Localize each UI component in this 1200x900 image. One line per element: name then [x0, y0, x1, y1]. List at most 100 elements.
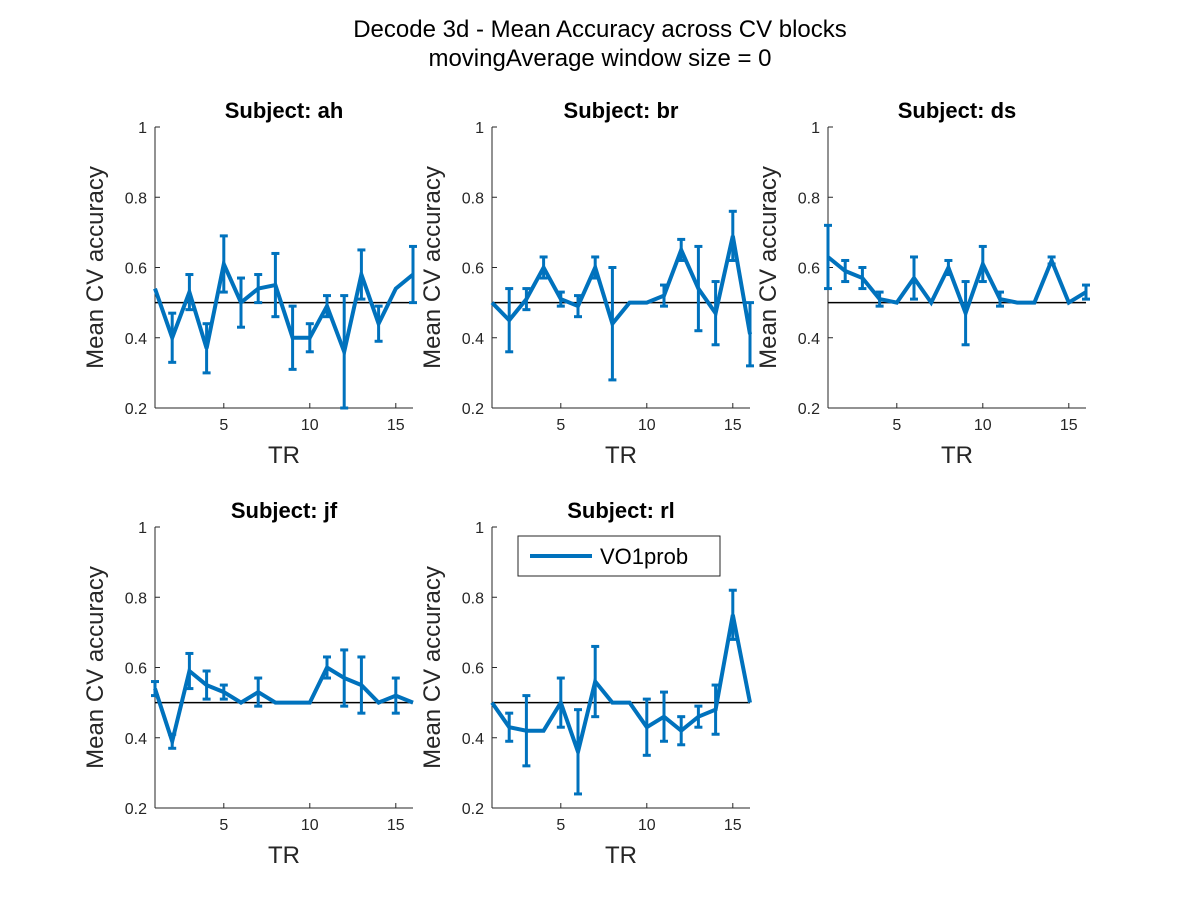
- x-tick-label: 10: [638, 417, 656, 434]
- error-bar: [168, 311, 177, 364]
- y-tick-label: 1: [475, 520, 484, 537]
- series-0: [490, 209, 754, 382]
- x-axis-label: TR: [605, 842, 637, 869]
- x-axis-label: TR: [268, 842, 300, 869]
- x-tick-label: 5: [219, 417, 228, 434]
- y-tick-label: 0.6: [462, 661, 484, 678]
- x-tick-label: 10: [301, 417, 319, 434]
- error-bar: [711, 683, 720, 736]
- x-tick-label: 10: [301, 817, 319, 834]
- error-bar: [374, 304, 383, 343]
- x-tick-label: 10: [974, 417, 992, 434]
- error-bar: [961, 280, 970, 347]
- error-bar: [185, 273, 194, 312]
- error-bar: [202, 322, 211, 375]
- series-line: [490, 235, 752, 335]
- error-bar: [608, 266, 617, 382]
- error-bar: [151, 680, 159, 698]
- x-tick-label: 5: [219, 817, 228, 834]
- y-tick-label: 0.4: [462, 331, 484, 348]
- y-tick-label: 0.4: [798, 331, 820, 348]
- y-tick-label: 0.8: [462, 190, 484, 207]
- error-bar: [505, 287, 514, 354]
- error-bar: [357, 248, 366, 301]
- y-tick-label: 0.8: [798, 190, 820, 207]
- x-tick-label: 5: [556, 817, 565, 834]
- figure-title-line1: Decode 3d - Mean Accuracy across CV bloc…: [353, 16, 847, 43]
- error-bar: [219, 234, 228, 294]
- error-bar: [875, 290, 884, 308]
- error-bar: [237, 276, 245, 329]
- x-tick-label: 15: [1060, 417, 1078, 434]
- y-tick-label: 1: [475, 120, 484, 137]
- y-axis-label: Mean CV accuracy: [755, 166, 782, 369]
- y-axis-label: Mean CV accuracy: [419, 566, 446, 769]
- error-bar: [271, 251, 280, 319]
- x-tick-label: 5: [556, 417, 565, 434]
- error-bar: [910, 255, 918, 301]
- error-bar: [694, 244, 703, 333]
- error-bar: [728, 209, 737, 262]
- error-bar: [677, 715, 686, 747]
- error-bar: [728, 588, 737, 641]
- error-bar: [694, 704, 703, 729]
- error-bar: [357, 655, 366, 715]
- subplot-title: Subject: ah: [225, 98, 344, 123]
- error-bar: [660, 690, 668, 743]
- y-tick-label: 0.4: [125, 731, 147, 748]
- x-tick-label: 10: [638, 817, 656, 834]
- y-tick-label: 0.2: [798, 401, 820, 418]
- error-bar: [574, 294, 582, 319]
- y-tick-label: 0.8: [125, 590, 147, 607]
- y-tick-label: 0.2: [125, 401, 147, 418]
- error-bar: [841, 258, 850, 284]
- error-bar: [340, 648, 349, 708]
- subplot-title: Subject: jf: [231, 498, 338, 523]
- y-tick-label: 0.8: [462, 590, 484, 607]
- error-bar: [323, 655, 331, 680]
- x-axis-label: TR: [268, 442, 300, 469]
- subplot-title: Subject: ds: [898, 98, 1017, 123]
- error-bar: [505, 711, 514, 743]
- x-axis-label: TR: [605, 442, 637, 469]
- subplot-title: Subject: br: [564, 98, 679, 123]
- x-tick-label: 15: [724, 817, 742, 834]
- error-bar: [185, 651, 194, 691]
- error-bar: [746, 301, 754, 368]
- y-tick-label: 0.6: [798, 261, 820, 278]
- y-tick-label: 0.2: [462, 401, 484, 418]
- series-0: [490, 588, 752, 796]
- error-bar: [288, 304, 297, 371]
- x-tick-label: 15: [387, 417, 405, 434]
- y-tick-label: 0.8: [125, 190, 147, 207]
- x-tick-label: 5: [892, 417, 901, 434]
- y-tick-label: 0.2: [125, 801, 147, 818]
- error-bar: [642, 697, 651, 757]
- error-bar: [556, 676, 565, 729]
- figure-title-line2: movingAverage window size = 0: [428, 45, 771, 72]
- error-bar: [391, 676, 400, 715]
- y-axis-label: Mean CV accuracy: [419, 166, 446, 369]
- error-bar: [522, 694, 531, 768]
- y-tick-label: 0.4: [125, 331, 147, 348]
- error-bar: [539, 255, 548, 280]
- error-bar: [711, 280, 720, 347]
- error-bar: [944, 258, 953, 277]
- error-bar: [254, 676, 263, 708]
- error-bar: [323, 294, 331, 319]
- error-bar: [1047, 255, 1056, 266]
- legend-label: VO1prob: [600, 544, 688, 569]
- y-tick-label: 1: [811, 120, 820, 137]
- series-line: [153, 664, 414, 749]
- y-tick-label: 0.4: [462, 731, 484, 748]
- error-bar: [1082, 283, 1090, 301]
- y-tick-label: 0.6: [462, 261, 484, 278]
- error-bar: [591, 644, 600, 719]
- error-bar: [522, 287, 531, 312]
- series-0: [151, 648, 414, 750]
- error-bar: [858, 266, 867, 291]
- x-axis-label: TR: [941, 442, 973, 469]
